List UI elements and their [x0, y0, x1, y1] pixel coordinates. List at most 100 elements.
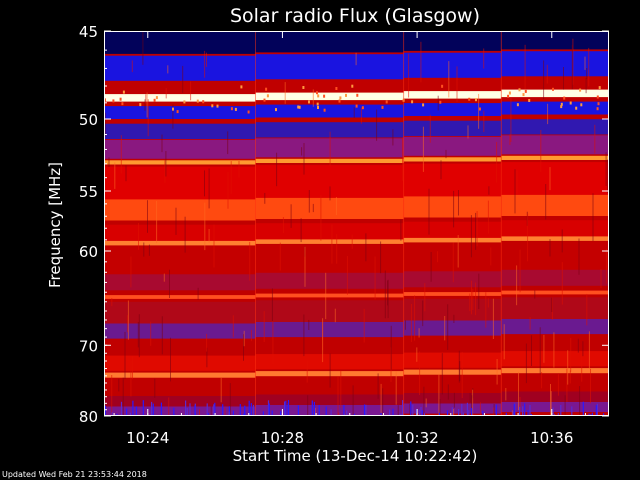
striation — [199, 409, 200, 416]
striation — [479, 402, 481, 416]
striation — [351, 234, 353, 249]
striation — [120, 135, 122, 174]
interference-spike — [232, 410, 234, 416]
striation — [130, 360, 132, 397]
band-s2-19 — [255, 376, 404, 395]
speckle — [323, 108, 326, 112]
striation — [337, 376, 339, 416]
striation — [243, 334, 244, 361]
band-s2-12 — [255, 272, 404, 289]
speckle — [155, 96, 158, 100]
striation — [263, 311, 265, 342]
speckle — [524, 89, 527, 93]
striation — [111, 298, 113, 307]
striation — [525, 343, 527, 384]
speckle — [196, 99, 199, 103]
striation — [320, 195, 322, 241]
striation — [447, 304, 449, 350]
striation — [527, 213, 529, 262]
band-s2-10 — [255, 239, 404, 244]
striation — [541, 372, 543, 389]
striation — [453, 314, 455, 323]
striation — [408, 53, 410, 98]
striation — [472, 389, 474, 416]
speckle — [211, 104, 214, 108]
striation — [138, 222, 139, 250]
speckle — [356, 93, 359, 97]
interference-spike — [389, 409, 391, 416]
striation — [550, 384, 551, 416]
speckle — [598, 86, 601, 90]
interference-spike — [529, 405, 531, 416]
interference-spike — [313, 401, 315, 416]
striation — [170, 337, 171, 382]
striation — [545, 184, 547, 220]
striation — [165, 88, 167, 99]
striation — [307, 395, 309, 416]
band-s3-0 — [403, 31, 502, 51]
striation — [461, 351, 463, 399]
interference-spike — [160, 402, 162, 416]
chart-title: Solar radio Flux (Glasgow) — [230, 5, 480, 27]
band-s1-4 — [104, 123, 256, 139]
striation — [132, 356, 133, 379]
band-s1-13 — [104, 295, 256, 299]
striation — [232, 315, 234, 338]
interference-spike — [591, 412, 593, 416]
striation — [308, 190, 310, 213]
striation — [531, 335, 532, 366]
interference-spike — [571, 406, 573, 416]
striation — [569, 370, 571, 384]
speckle — [317, 94, 320, 98]
speckle — [355, 104, 358, 108]
striation — [586, 68, 588, 80]
interference-spike — [132, 400, 134, 416]
striation — [571, 44, 573, 90]
interference-spike — [596, 403, 598, 416]
striation — [457, 235, 459, 268]
striation — [122, 377, 124, 416]
striation — [312, 89, 314, 107]
interference-spike — [353, 413, 355, 416]
striation — [557, 374, 559, 396]
striation — [570, 337, 572, 372]
interference-spike — [603, 413, 605, 416]
striation — [475, 282, 477, 316]
y-tick-label: 60 — [79, 243, 98, 261]
speckle — [234, 107, 237, 111]
striation — [382, 388, 384, 416]
striation — [416, 347, 418, 362]
striation — [390, 325, 392, 370]
striation — [539, 327, 541, 375]
interference-spike — [446, 410, 449, 416]
band-s3-19 — [403, 375, 502, 393]
band-s4-8 — [501, 194, 609, 216]
interference-spike — [135, 406, 137, 416]
striation — [126, 315, 128, 333]
band-s3-9 — [403, 221, 502, 241]
striation — [220, 377, 222, 403]
striation — [561, 262, 563, 305]
band-s1-15 — [104, 323, 256, 339]
striation — [453, 190, 455, 228]
interference-spike — [552, 407, 554, 416]
striation — [264, 192, 266, 204]
striation — [377, 373, 379, 399]
speckle — [317, 106, 319, 109]
speckle — [508, 91, 511, 95]
striation — [487, 298, 489, 308]
interference-spike — [482, 410, 484, 416]
band-s4-1 — [501, 51, 609, 77]
striation — [409, 404, 411, 416]
band-s4-20 — [501, 391, 609, 404]
band-s4-19 — [501, 373, 609, 392]
x-tick-label: 10:28 — [261, 429, 304, 447]
interference-spike — [412, 404, 414, 416]
band-s4-9 — [501, 220, 609, 239]
striation — [579, 386, 581, 416]
band-s4-4 — [501, 119, 609, 135]
band-s3-11 — [403, 243, 502, 274]
speckle — [597, 102, 600, 106]
speckle — [528, 99, 531, 102]
striation — [300, 218, 302, 243]
